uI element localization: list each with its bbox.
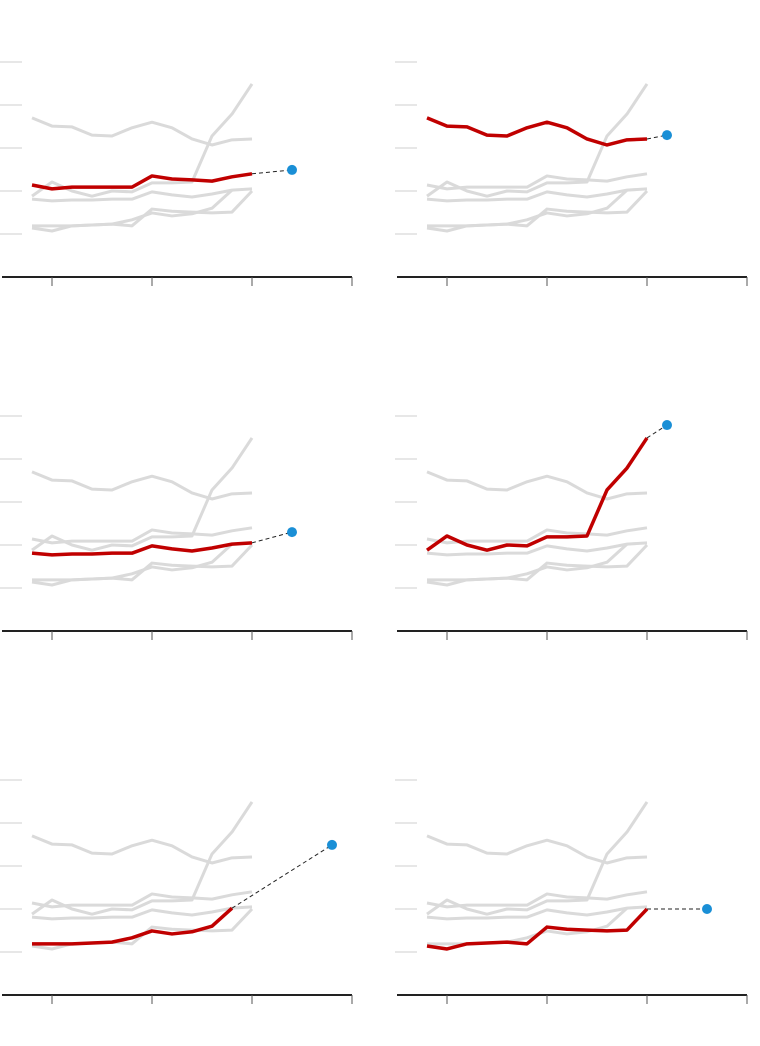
panel: [0, 61, 353, 286]
projection-dot: [662, 420, 672, 431]
panel: [395, 61, 748, 286]
highlight-line: [426, 907, 649, 951]
context-line: [31, 83, 254, 198]
projection-dot: [702, 904, 712, 914]
context-line: [426, 543, 649, 587]
context-line: [426, 801, 649, 916]
context-line: [426, 172, 648, 191]
context-line: [426, 83, 649, 198]
context-line: [426, 470, 648, 501]
context-line: [31, 526, 253, 545]
projection-line: [646, 424, 668, 439]
context-line: [426, 834, 648, 865]
context-line: [426, 189, 649, 233]
projection-dot: [662, 130, 672, 141]
highlight-line: [425, 436, 649, 552]
panel: [395, 415, 748, 640]
context-line: [426, 526, 648, 545]
context-line: [31, 905, 253, 921]
projection-line: [251, 169, 293, 175]
panel: [0, 779, 353, 1004]
panel: [395, 779, 748, 1004]
highlight-line: [31, 172, 253, 191]
projection-dot: [287, 527, 297, 538]
context-line: [426, 187, 648, 203]
projection-line: [231, 844, 333, 909]
context-line: [426, 541, 648, 557]
panel: [0, 415, 353, 640]
context-line: [426, 905, 648, 921]
context-line: [31, 890, 253, 909]
projection-dot: [327, 839, 337, 850]
context-line: [31, 470, 253, 501]
highlight-line: [426, 116, 648, 147]
context-line: [31, 437, 254, 552]
context-line: [31, 834, 253, 865]
highlight-line: [31, 541, 253, 557]
highlight-line: [32, 906, 234, 946]
projection-line: [251, 531, 293, 544]
context-line: [31, 801, 254, 916]
context-line: [31, 187, 253, 203]
context-line: [426, 890, 648, 909]
context-line: [31, 543, 254, 587]
context-line: [31, 189, 254, 233]
projection-dot: [287, 164, 297, 175]
context-line: [31, 116, 253, 147]
